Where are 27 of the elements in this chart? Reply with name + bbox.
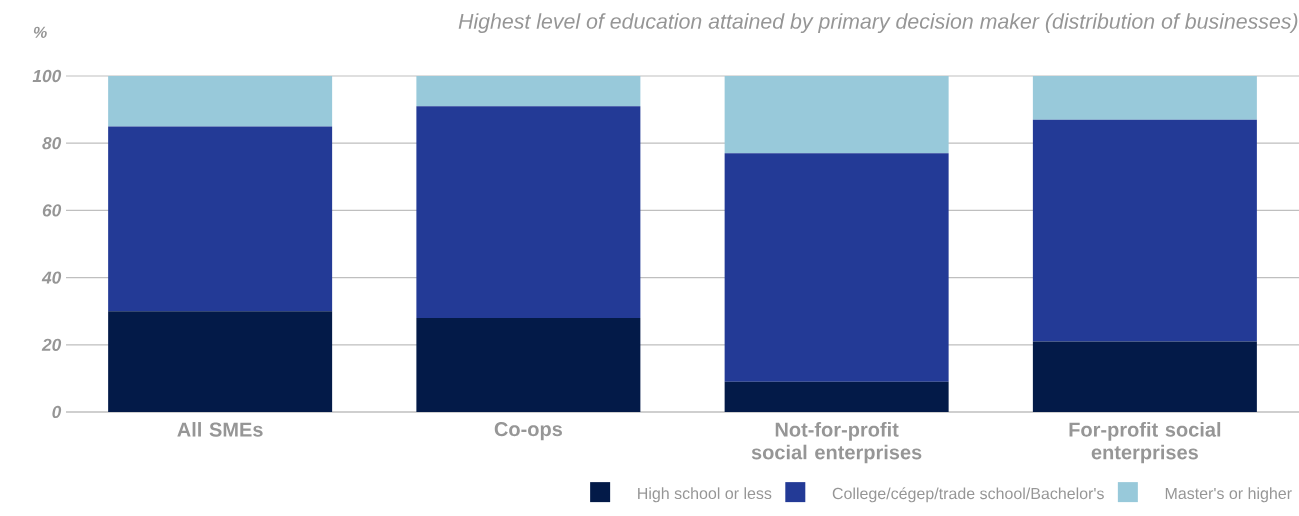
x-tick-label: Not-for-profit social enterprises	[751, 422, 922, 464]
bar	[108, 126, 333, 312]
x-tick-label: Co-ops	[494, 422, 562, 441]
y-axis-title: %	[33, 26, 47, 38]
y-tick-label: 0	[52, 405, 62, 419]
bar	[1032, 75, 1257, 120]
y-tick-label: 60	[42, 204, 62, 217]
legend-label: College/cégep/trade school/Bachelor's	[832, 487, 1104, 503]
bar	[1032, 341, 1257, 412]
bar	[108, 75, 333, 127]
chart-title: Highest level of education attained by primary decision maker (distribution of businesses)	[458, 13, 1298, 34]
bar	[724, 75, 949, 154]
bar	[724, 153, 949, 382]
y-tick-label: 40	[41, 271, 62, 284]
legend-label: Master's or higher	[1165, 487, 1292, 503]
bar	[724, 381, 949, 412]
x-tick-label: All SMEs	[177, 422, 263, 437]
bar	[416, 106, 641, 318]
bar	[108, 311, 333, 412]
bar	[416, 317, 641, 412]
y-tick-label: 100	[32, 69, 62, 83]
y-tick-label: 20	[41, 338, 62, 351]
x-tick-label: For-profit social enterprises	[1069, 422, 1221, 464]
bar	[1032, 119, 1257, 342]
legend-label: High school or less	[638, 487, 772, 503]
bar	[416, 75, 641, 107]
y-tick-label: 80	[42, 137, 62, 150]
